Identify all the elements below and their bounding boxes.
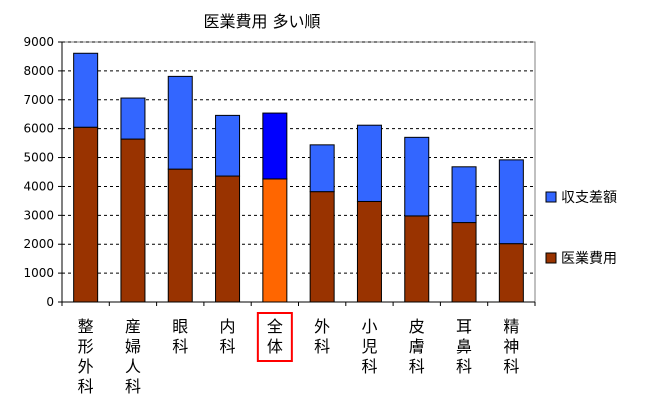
x-category-label: 眼科 (172, 317, 188, 356)
y-tick-label: 3000 (23, 208, 54, 222)
y-tick-label: 9000 (23, 35, 54, 49)
x-category-label: 外科 (314, 317, 330, 356)
bar-segment (356, 200, 382, 303)
bar-segment (309, 144, 335, 193)
x-category-label: 耳鼻科 (456, 317, 472, 376)
bar-segment (498, 243, 524, 303)
x-category-label: 小児科 (361, 317, 377, 376)
legend-label: 医業費用 (561, 251, 617, 267)
bar-segment (167, 168, 193, 303)
legend-swatch (545, 252, 557, 264)
bar-segment (451, 166, 477, 224)
bar-segment (262, 112, 288, 180)
bar-segment (262, 178, 288, 303)
bar-segment (309, 191, 335, 303)
y-tick-label: 0 (46, 295, 54, 309)
bar-segment (120, 97, 146, 140)
y-tick-label: 5000 (23, 151, 54, 165)
y-tick-label: 2000 (23, 237, 54, 251)
legend-swatch (545, 191, 557, 203)
y-tick-label: 7000 (23, 93, 54, 107)
bar-segment (215, 114, 241, 177)
bar-segment (167, 75, 193, 170)
x-category-label: 全体 (267, 317, 283, 356)
y-tick-label: 8000 (23, 64, 54, 78)
x-category-label: 産婦人科 (125, 317, 141, 396)
bar-segment (356, 124, 382, 202)
bar-segment (404, 136, 430, 217)
bar-segment (73, 52, 99, 128)
y-tick-label: 1000 (23, 266, 54, 280)
y-tick-label: 4000 (23, 179, 54, 193)
bar-segment (404, 215, 430, 303)
bar-segment (451, 222, 477, 303)
bar-segment (120, 138, 146, 303)
x-category-label: 整形外科 (78, 317, 94, 396)
legend-label: 収支差額 (561, 190, 617, 206)
x-category-label: 精神科 (503, 317, 519, 376)
y-tick-label: 6000 (23, 122, 54, 136)
bar-segment (215, 175, 241, 303)
bar-segment (498, 159, 524, 245)
bar-segment (73, 126, 99, 303)
chart-title: 医業費用 多い順 (203, 12, 320, 31)
x-category-label: 皮膚科 (409, 317, 425, 376)
x-category-label: 内科 (220, 317, 236, 356)
highlight-box (256, 312, 293, 362)
